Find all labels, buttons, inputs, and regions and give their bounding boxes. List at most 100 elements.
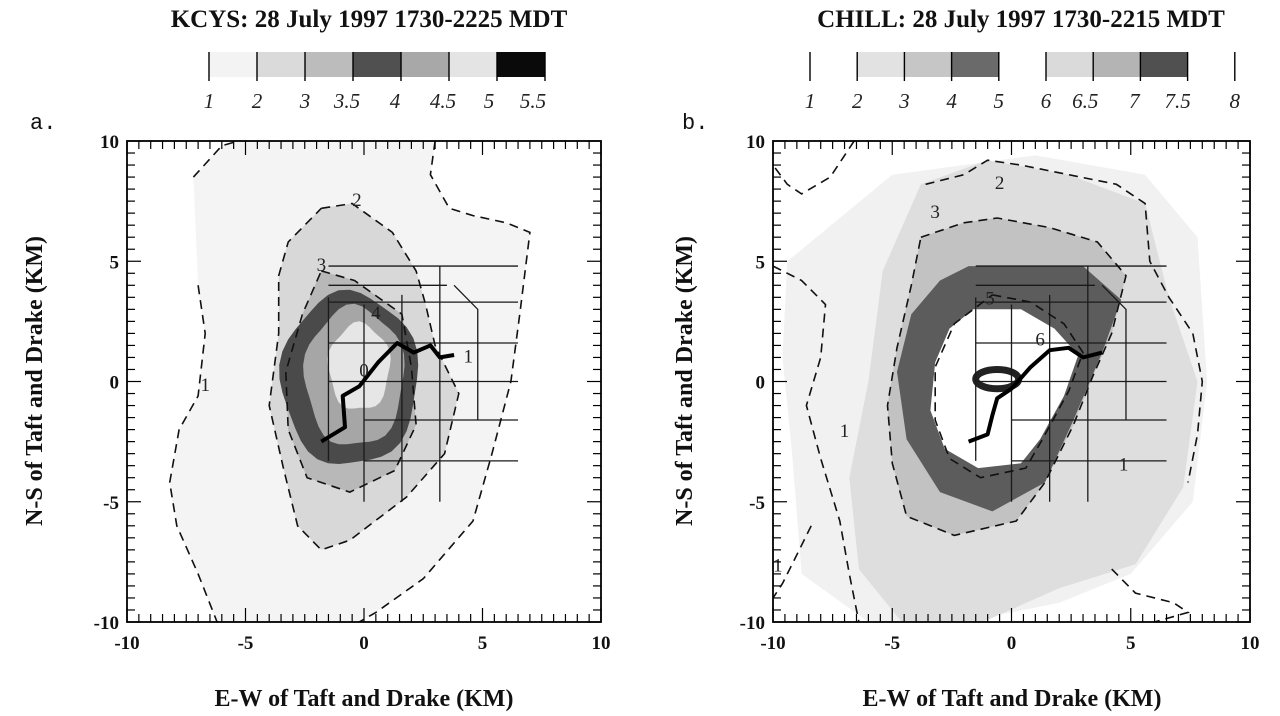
contour-label: 1 <box>464 346 474 367</box>
colorbar-swatch <box>904 52 952 77</box>
y-tick-label: 5 <box>110 252 120 273</box>
colorbar-label: 7 <box>1129 89 1141 113</box>
contour-line <box>925 159 1204 483</box>
colorbar-swatch <box>257 52 305 77</box>
colorbar-swatch <box>497 52 545 77</box>
contour-label: 1 <box>1119 454 1129 475</box>
x-tick-label: -5 <box>884 633 900 654</box>
colorbar-swatch <box>305 52 353 77</box>
x-tick-label: -10 <box>760 633 785 654</box>
contour-label: 0 <box>359 361 369 382</box>
colorbar-swatch <box>1140 52 1188 77</box>
contour-label: 3 <box>930 202 940 223</box>
y-tick-label: 0 <box>110 373 120 394</box>
colorbar-swatch <box>810 52 858 77</box>
colorbar-swatch <box>401 52 449 77</box>
colorbar-label: 4 <box>390 89 401 113</box>
grid-line <box>1101 284 1127 420</box>
panel-b-title: CHILL: 28 July 1997 1730-2215 MDT <box>817 6 1225 33</box>
panel-b-label: b. <box>682 111 708 136</box>
contour-label: 1 <box>773 555 783 576</box>
colorbar-swatch <box>209 52 257 77</box>
panel-b-ylabel: N-S of Taft and Drake (KM) <box>672 236 698 526</box>
colorbar-swatch <box>857 52 905 77</box>
contour-line <box>192 141 239 178</box>
colorbar-label: 6 <box>1041 89 1052 113</box>
x-tick-label: 0 <box>1007 633 1017 654</box>
colorbar-label: 4 <box>946 89 957 113</box>
panel-a-label: a. <box>30 111 56 136</box>
panel-a-xlabel: E-W of Taft and Drake (KM) <box>215 686 514 712</box>
contour-line <box>773 525 812 599</box>
contour-label: 4 <box>371 303 381 324</box>
colorbar-swatch <box>1093 52 1141 77</box>
contour-label: 5 <box>985 289 995 310</box>
x-tick-label: 5 <box>1126 633 1136 654</box>
contour-label: 6 <box>1035 329 1045 350</box>
y-tick-label: -10 <box>94 613 119 634</box>
contour-label: 2 <box>995 173 1005 194</box>
storm-track <box>967 345 1103 444</box>
colorbar-swatch <box>353 52 401 77</box>
colorbar-swatch <box>449 52 497 77</box>
contour-label: 1 <box>200 375 210 396</box>
contour-label: 1 <box>840 421 850 442</box>
panel-a-ylabel: N-S of Taft and Drake (KM) <box>22 236 48 526</box>
colorbar-label: 1 <box>204 89 215 113</box>
x-tick-label: 10 <box>592 633 611 654</box>
y-tick-label: 10 <box>100 132 119 153</box>
colorbar-swatch <box>951 52 999 77</box>
colorbar-label: 6.5 <box>1072 89 1098 113</box>
colorbar-label: 3.5 <box>333 89 360 113</box>
panel-a-plot-area: 1 2 3 4 0 1 -10 -5 0 5 10 -10 -5 0 5 10 <box>94 132 611 654</box>
colorbar-label: 2 <box>252 89 263 113</box>
colorbar-label: 4.5 <box>430 89 456 113</box>
contour-line <box>284 270 417 493</box>
contour-line <box>773 265 860 622</box>
y-tick-label: 0 <box>756 373 766 394</box>
colorbar-swatch <box>998 52 1046 77</box>
grid-overlay <box>975 265 1167 502</box>
panel-b-xlabel: E-W of Taft and Drake (KM) <box>863 686 1162 712</box>
colorbar-label: 1 <box>805 89 816 113</box>
grid-overlay <box>327 265 519 502</box>
contour-line <box>886 217 1127 537</box>
storm-track <box>320 341 455 444</box>
panel-a-colorbar: 1 2 3 3.5 4 4.5 5 5.5 <box>204 52 546 113</box>
contour-line <box>168 285 218 622</box>
contour-line <box>773 141 855 195</box>
colorbar-swatch <box>1046 52 1094 77</box>
contour-label: 3 <box>317 255 327 276</box>
colorbar-label: 5 <box>994 89 1005 113</box>
y-tick-label: -5 <box>749 493 765 514</box>
y-tick-label: 5 <box>756 252 766 273</box>
colorbar-label: 5.5 <box>520 89 546 113</box>
colorbar-label: 8 <box>1230 89 1241 113</box>
contour-line <box>1111 568 1190 622</box>
y-tick-label: 10 <box>746 132 765 153</box>
colorbar-label: 3 <box>898 89 910 113</box>
y-tick-label: -5 <box>103 493 119 514</box>
contour-line <box>934 294 1084 479</box>
contour-label: 2 <box>352 190 362 211</box>
colorbar-swatch <box>1187 52 1235 77</box>
y-tick-label: -10 <box>740 613 765 634</box>
x-tick-label: 10 <box>1241 633 1260 654</box>
panel-b-plot-area: 2 3 5 6 1 1 1 -10 -5 0 5 10 -10 -5 0 5 10 <box>740 132 1260 654</box>
colorbar-label: 3 <box>299 89 311 113</box>
x-tick-label: -10 <box>114 633 139 654</box>
panel-b-colorbar: 1 2 3 4 5 6 6.5 7 7.5 8 <box>805 52 1241 113</box>
x-tick-label: -5 <box>238 633 254 654</box>
x-tick-label: 5 <box>478 633 488 654</box>
grid-line <box>453 284 479 420</box>
panel-b: CHILL: 28 July 1997 1730-2215 MDT b. 1 2 3… <box>672 6 1260 712</box>
contour-line <box>358 141 531 622</box>
contour-line <box>268 202 460 551</box>
x-tick-label: 0 <box>359 633 369 654</box>
colorbar-label: 7.5 <box>1164 89 1190 113</box>
panel-a-title: KCYS: 28 July 1997 1730-2225 MDT <box>171 6 568 33</box>
colorbar-label: 5 <box>484 89 495 113</box>
colorbar-label: 2 <box>852 89 863 113</box>
